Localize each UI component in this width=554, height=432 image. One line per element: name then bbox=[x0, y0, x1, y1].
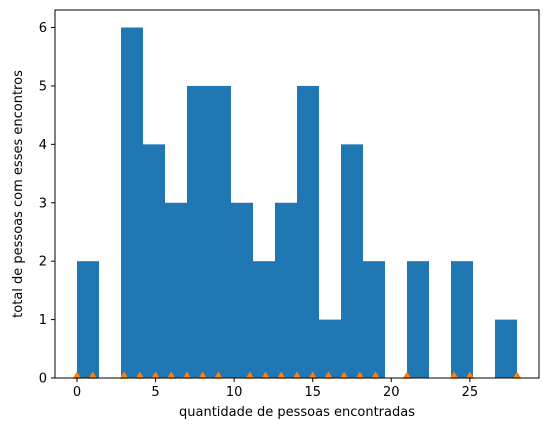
y-tick-label: 4 bbox=[39, 138, 47, 153]
data-point-marker bbox=[402, 371, 412, 379]
markers-group bbox=[72, 371, 522, 379]
x-axis-ticks: 0 5 10 15 20 25 bbox=[73, 378, 478, 400]
histogram-bar bbox=[363, 261, 385, 378]
y-tick-label: 5 bbox=[39, 79, 47, 94]
x-tick-label: 5 bbox=[151, 385, 159, 400]
data-point-marker bbox=[182, 371, 192, 379]
data-point-marker bbox=[323, 371, 333, 379]
histogram-bar bbox=[231, 202, 253, 378]
x-axis-label: quantidade de pessoas encontradas bbox=[179, 405, 415, 420]
data-point-marker bbox=[292, 371, 302, 379]
x-tick-label: 15 bbox=[304, 385, 321, 400]
y-axis-label: total de pessoas com esses encontros bbox=[11, 70, 26, 318]
data-point-marker bbox=[261, 371, 271, 379]
x-tick-label: 0 bbox=[73, 385, 81, 400]
histogram-bar bbox=[143, 144, 165, 378]
data-point-marker bbox=[449, 371, 459, 379]
data-point-marker bbox=[213, 371, 223, 379]
histogram-bar bbox=[297, 85, 319, 378]
data-point-marker bbox=[512, 371, 522, 379]
y-axis-ticks: 0 1 2 3 4 5 6 bbox=[39, 21, 55, 387]
data-point-marker bbox=[198, 371, 208, 379]
histogram-bar bbox=[77, 261, 99, 378]
histogram-bar bbox=[451, 261, 473, 378]
histogram-bar bbox=[407, 261, 429, 378]
bars-group bbox=[77, 27, 517, 379]
y-tick-label: 2 bbox=[39, 255, 47, 270]
histogram-bar bbox=[495, 319, 517, 378]
data-point-marker bbox=[166, 371, 176, 379]
y-tick-label: 3 bbox=[39, 196, 47, 211]
histogram-bar bbox=[209, 85, 231, 378]
y-tick-label: 1 bbox=[39, 313, 47, 328]
data-point-marker bbox=[276, 371, 286, 379]
histogram-bar bbox=[275, 202, 297, 378]
x-tick-label: 10 bbox=[226, 385, 243, 400]
histogram-bar bbox=[187, 85, 209, 378]
data-point-marker bbox=[135, 371, 145, 379]
data-point-marker bbox=[339, 371, 349, 379]
data-point-marker bbox=[88, 371, 98, 379]
data-point-marker bbox=[72, 371, 82, 379]
x-tick-label: 25 bbox=[462, 385, 479, 400]
histogram-bar bbox=[165, 202, 187, 378]
histogram-bar bbox=[319, 319, 341, 378]
data-point-marker bbox=[151, 371, 161, 379]
y-tick-label: 0 bbox=[39, 372, 47, 387]
x-tick-label: 20 bbox=[383, 385, 400, 400]
data-point-marker bbox=[308, 371, 318, 379]
data-point-marker bbox=[371, 371, 381, 379]
data-point-marker bbox=[355, 371, 365, 379]
plot-frame bbox=[54, 9, 540, 379]
data-point-marker bbox=[119, 371, 129, 379]
histogram-bar bbox=[253, 261, 275, 378]
data-point-marker bbox=[245, 371, 255, 379]
histogram-bar bbox=[121, 27, 143, 379]
histogram-bar bbox=[341, 144, 363, 378]
y-tick-label: 6 bbox=[39, 21, 47, 36]
data-point-marker bbox=[465, 371, 475, 379]
